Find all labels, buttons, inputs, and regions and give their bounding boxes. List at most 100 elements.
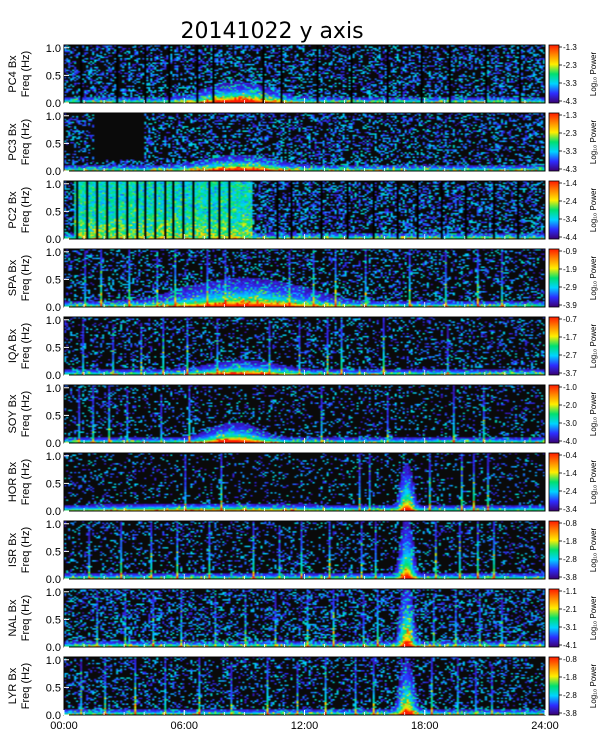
spectrogram-image — [64, 657, 545, 715]
colorbar-label: Log₁₀ Power — [589, 188, 598, 233]
colorbar — [548, 112, 560, 172]
colorbar-tick-label: -1.9 — [563, 265, 577, 274]
colorbar — [548, 180, 560, 240]
colorbar-label: Log₁₀ Power — [589, 256, 598, 301]
colorbar-tick-label: -2.7 — [563, 351, 577, 360]
colorbar-tick-label: -3.8 — [563, 709, 577, 718]
time-axis: 00:00 06:00 12:00 18:00 24:00 — [50, 98, 559, 732]
colorbar-tick-label: -4.0 — [563, 437, 577, 446]
spectrogram-image — [64, 385, 545, 443]
y-tick-label: 0.5 — [46, 614, 61, 626]
freq-axis-label: Freq (Hz) — [20, 323, 32, 369]
colorbar-tick-label: -1.1 — [563, 587, 577, 596]
freq-axis-label: Freq (Hz) — [20, 255, 32, 301]
y-tick-label: 0.5 — [46, 410, 61, 422]
colorbar-tick-label: -0.8 — [563, 519, 577, 528]
station-label: PC2 Bx — [7, 191, 19, 229]
station-label: PC3 Bx — [7, 123, 19, 161]
figure-title: 20141022 y axis — [180, 19, 363, 44]
colorbar — [548, 452, 560, 512]
y-tick-label: 0.0 — [46, 302, 61, 314]
freq-axis-label: Freq (Hz) — [20, 663, 32, 709]
colorbar-label: Log₁₀ Power — [589, 52, 598, 97]
colorbar-tick-label: -1.3 — [563, 111, 577, 120]
colorbar-tick-label: -3.1 — [563, 623, 577, 632]
colorbar-tick-label: -2.9 — [563, 283, 577, 292]
colorbar-tick-label: -3.7 — [563, 369, 577, 378]
colorbar-tick-label: -2.8 — [563, 555, 577, 564]
panel-lyr: 0.0 0.5 1.0 LYR Bx Freq (Hz) -0.8 -1.8 -2.8 -3.8… — [7, 655, 598, 722]
station-label: PC4 Bx — [7, 55, 19, 93]
y-tick-label: 0.0 — [46, 370, 61, 382]
colorbar-label: Log₁₀ Power — [589, 392, 598, 437]
panel-spa: 0.0 0.5 1.0 SPA Bx Freq (Hz) -0.9 -1.9 -2.9 -3.9… — [7, 247, 598, 314]
colorbar-tick-label: -3.4 — [563, 215, 577, 224]
y-tick-label: 0.5 — [46, 138, 61, 150]
y-tick-label: 0.0 — [46, 710, 61, 722]
freq-axis-label: Freq (Hz) — [20, 459, 32, 505]
colorbar-tick-label: -1.3 — [563, 43, 577, 52]
y-tick-label: 0.5 — [46, 342, 61, 354]
colorbar — [548, 656, 560, 716]
y-tick-label: 0.0 — [46, 506, 61, 518]
y-tick-label: 0.0 — [46, 438, 61, 450]
colorbar-tick-label: -1.8 — [563, 537, 577, 546]
colorbar-label: Log₁₀ Power — [589, 324, 598, 369]
colorbar-tick-label: -4.3 — [563, 97, 577, 106]
colorbar-tick-label: -0.8 — [563, 655, 577, 664]
y-tick-label: 0.0 — [46, 166, 61, 178]
y-tick-label: 1.0 — [46, 587, 61, 599]
x-tick-label: 06:00 — [170, 720, 198, 732]
freq-axis-label: Freq (Hz) — [20, 119, 32, 165]
freq-axis-label: Freq (Hz) — [20, 51, 32, 97]
colorbar-label: Log₁₀ Power — [589, 460, 598, 505]
spectrogram-image — [64, 521, 545, 579]
colorbar-tick-label: -4.4 — [563, 233, 577, 242]
y-tick-label: 1.0 — [46, 111, 61, 123]
x-tick-label: 00:00 — [50, 720, 78, 732]
station-label: ISR Bx — [7, 532, 19, 567]
station-label: IQA Bx — [7, 328, 19, 363]
colorbar — [548, 44, 560, 104]
panel-nal: 0.0 0.5 1.0 NAL Bx Freq (Hz) -1.1 -2.1 -3.1 -4.1… — [7, 587, 598, 654]
y-tick-label: 0.0 — [46, 642, 61, 654]
spectrogram-image — [64, 249, 545, 307]
colorbar-tick-label: -3.4 — [563, 505, 577, 514]
colorbar-tick-label: -2.1 — [563, 605, 577, 614]
spectrogram-image — [64, 181, 545, 239]
colorbar-label: Log₁₀ Power — [589, 596, 598, 641]
colorbar — [548, 520, 560, 580]
colorbar-tick-label: -2.3 — [563, 129, 577, 138]
y-tick-label: 0.5 — [46, 478, 61, 490]
colorbar-tick-label: -4.1 — [563, 641, 577, 650]
colorbar-tick-label: -2.3 — [563, 61, 577, 70]
colorbar-tick-label: -3.8 — [563, 573, 577, 582]
y-tick-label: 1.0 — [46, 451, 61, 463]
colorbar-tick-label: -2.4 — [563, 487, 577, 496]
colorbar-tick-label: -0.9 — [563, 247, 577, 256]
panel-hor: 0.0 0.5 1.0 HOR Bx Freq (Hz) -0.4 -1.4 -2.4 -3.4… — [7, 451, 598, 518]
y-tick-label: 1.0 — [46, 655, 61, 667]
y-tick-label: 0.0 — [46, 98, 61, 110]
colorbar-label: Log₁₀ Power — [589, 664, 598, 709]
colorbar — [548, 384, 560, 444]
colorbar-tick-label: -2.4 — [563, 197, 577, 206]
y-tick-label: 0.0 — [46, 574, 61, 586]
station-label: LYR Bx — [7, 667, 19, 704]
colorbar — [548, 248, 560, 308]
panel-soy: 0.0 0.5 1.0 SOY Bx Freq (Hz) -1.0 -2.0 -3.0 -4.0… — [7, 383, 598, 450]
spectrogram-image — [64, 453, 545, 511]
colorbar-tick-label: -2.8 — [563, 691, 577, 700]
y-tick-label: 1.0 — [46, 179, 61, 191]
station-label: SOY Bx — [7, 394, 19, 433]
colorbar-tick-label: -1.4 — [563, 469, 577, 478]
y-tick-label: 0.5 — [46, 70, 61, 82]
freq-axis-label: Freq (Hz) — [20, 595, 32, 641]
x-tick-label: 18:00 — [411, 720, 439, 732]
y-tick-label: 1.0 — [46, 43, 61, 55]
panel-pc4: 0.0 0.5 1.0 PC4 Bx Freq (Hz) -1.3 -2.3 -3.3 -4.3… — [7, 43, 598, 110]
station-label: NAL Bx — [7, 599, 19, 636]
station-label: SPA Bx — [7, 259, 19, 296]
